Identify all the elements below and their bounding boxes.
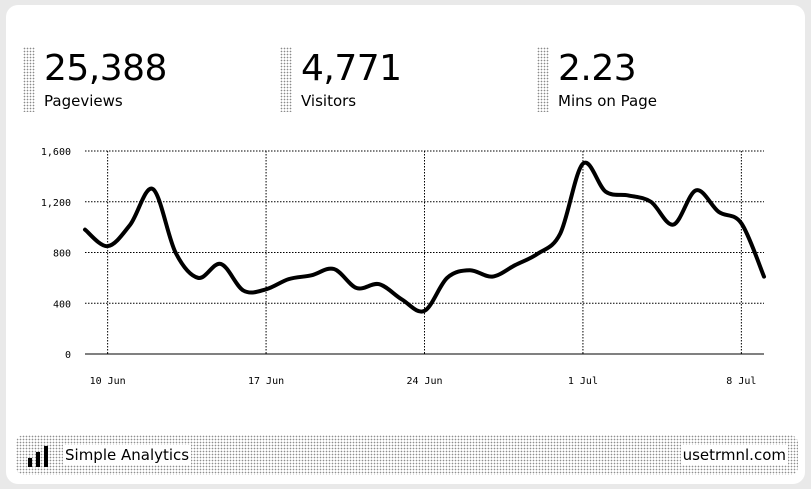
y-tick-label: 400 — [53, 299, 71, 310]
stat-value: 2.23 — [558, 48, 637, 89]
bar-chart-icon — [28, 446, 48, 467]
stat-indicator-bar — [537, 47, 549, 112]
y-tick-label: 1,600 — [41, 147, 71, 158]
stat-value: 25,388 — [44, 48, 167, 89]
x-tick-label: 8 Jul — [726, 376, 756, 387]
stat-label: Mins on Page — [558, 92, 657, 110]
pageviews-line-chart: 0 400 800 1,200 1,600 10 Jun 17 Jun 24 Jun 1 Jul… — [41, 147, 766, 387]
footer-bar: Simple Analytics usetrmnl.com — [16, 435, 798, 475]
x-tick-label: 10 Jun — [90, 376, 126, 387]
y-tick-label: 800 — [53, 249, 71, 260]
y-tick-label: 1,200 — [41, 198, 71, 209]
stat-indicator-bar — [280, 47, 292, 112]
stat-value: 4,771 — [301, 48, 402, 89]
stat-mins-on-page: 2.23 Mins on Page — [537, 47, 777, 112]
stat-pageviews: 25,388 Pageviews — [23, 47, 263, 112]
footer-url: usetrmnl.com — [680, 445, 788, 465]
series-line-pageviews — [83, 160, 766, 314]
stat-label: Visitors — [301, 92, 357, 110]
x-tick-label: 24 Jun — [406, 376, 442, 387]
stat-label: Pageviews — [44, 92, 123, 110]
app-name: Simple Analytics — [63, 445, 192, 465]
dashboard-screen: 25,388 Pageviews 4,771 Visitors 2.23 Min… — [6, 5, 805, 484]
x-tick-label: 1 Jul — [568, 376, 598, 387]
stat-indicator-bar — [23, 47, 35, 112]
x-tick-label: 17 Jun — [248, 376, 284, 387]
y-tick-label: 0 — [65, 350, 71, 361]
stat-visitors: 4,771 Visitors — [280, 47, 520, 112]
